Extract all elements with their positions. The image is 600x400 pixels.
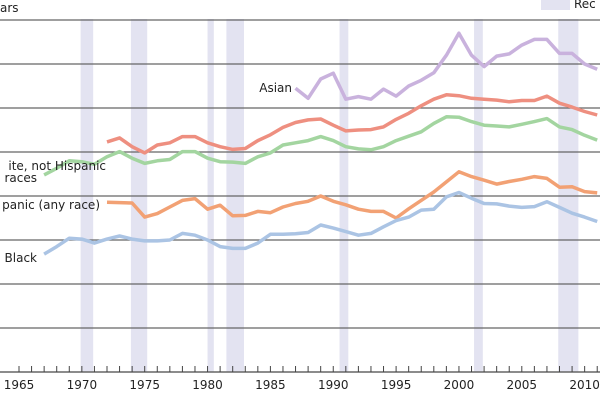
x-tick-label: 2010 <box>569 378 600 392</box>
legend-recession-swatch <box>541 0 570 10</box>
x-tick-label: 1970 <box>67 378 98 392</box>
series-line-all-races <box>43 115 598 177</box>
series-line-asian <box>294 31 598 101</box>
x-tick-label: 1965 <box>4 378 35 392</box>
series-line-white-not-hispanic <box>106 93 598 155</box>
y-axis-label-fragment: ars <box>0 1 19 15</box>
series-lines <box>43 31 598 256</box>
x-tick-label: 2005 <box>507 378 538 392</box>
x-tick-label: 1975 <box>129 378 160 392</box>
gridlines <box>0 19 600 373</box>
x-tick-label: 1990 <box>318 378 349 392</box>
series-label-white: ite, not Hispanic <box>8 159 106 173</box>
series-label-asian: Asian <box>259 81 292 95</box>
legend-recession-label: Rec <box>574 0 596 11</box>
x-tick-label: 2000 <box>444 378 475 392</box>
x-tick-label: 1985 <box>255 378 286 392</box>
series-label-hispanic: panic (any race) <box>2 198 100 212</box>
x-axis-ticks: 1965 1970 1975 1980 1985 1990 1995 2000 2005 2010 <box>4 366 600 392</box>
x-tick-label: 1995 <box>381 378 412 392</box>
x-tick-label: 1980 <box>192 378 223 392</box>
series-label-all-races: races <box>4 171 37 185</box>
series-line-black <box>43 190 598 256</box>
series-line-hispanic-any-race <box>106 170 598 220</box>
series-label-black: Black <box>5 251 38 265</box>
